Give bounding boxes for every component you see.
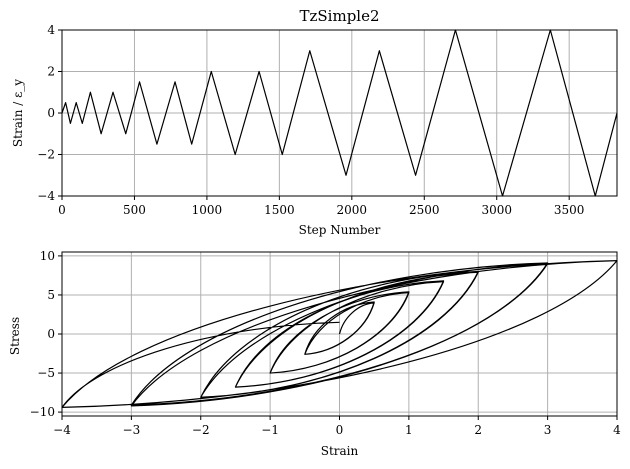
- top-x-tick-label: 1000: [192, 203, 223, 217]
- top-x-tick-label: 3500: [554, 203, 585, 217]
- top-y-tick-label: 4: [47, 23, 55, 37]
- bottom-x-tick-label: 2: [474, 423, 482, 437]
- bottom-y-tick-label: −5: [37, 366, 55, 380]
- bottom-y-axis-label: Stress: [8, 317, 22, 355]
- top-y-tick-label: 0: [47, 106, 55, 120]
- top-y-axis-label: Strain / ε_y: [11, 79, 25, 147]
- top-x-tick-label: 1500: [264, 203, 295, 217]
- top-x-tick-label: 500: [123, 203, 146, 217]
- top-x-axis-label: Step Number: [299, 223, 381, 237]
- top-y-tick-label: −2: [37, 148, 55, 162]
- top-grid: [61, 29, 617, 197]
- bottom-y-tick-label: 0: [47, 327, 55, 341]
- bottom-x-tick-label: −4: [53, 423, 71, 437]
- bottom-y-tick-label: 5: [47, 288, 55, 302]
- top-ticks: 0 500 1000 1500 2000 2500 3000 3500 4 2 0 −2 −4: [37, 23, 584, 217]
- bottom-x-axis-label: Strain: [321, 444, 359, 458]
- bottom-x-tick-label: 3: [544, 423, 552, 437]
- bottom-x-tick-label: 4: [613, 423, 621, 437]
- bottom-x-tick-label: −2: [192, 423, 210, 437]
- hysteresis-curve: [61, 259, 618, 409]
- strain-history-line: [61, 29, 618, 197]
- top-x-tick-label: 2500: [409, 203, 440, 217]
- bottom-x-tick-label: −1: [261, 423, 279, 437]
- bottom-x-tick-label: 0: [336, 423, 344, 437]
- top-x-tick-label: 2000: [337, 203, 368, 217]
- bottom-x-tick-label: −3: [123, 423, 141, 437]
- top-y-tick-label: −4: [37, 189, 55, 203]
- top-chart-title: TzSimple2: [299, 7, 379, 25]
- top-x-tick-label: 3000: [481, 203, 512, 217]
- top-x-tick-label: 0: [58, 203, 66, 217]
- bottom-y-tick-label: −10: [30, 405, 55, 419]
- top-y-tick-label: 2: [47, 65, 55, 79]
- strain-history-plot: 0 500 1000 1500 2000 2500 3000 3500 4 2 0 −2 −4 TzSi…: [11, 7, 618, 237]
- bottom-y-tick-label: 10: [40, 249, 55, 263]
- bottom-x-tick-label: 1: [405, 423, 413, 437]
